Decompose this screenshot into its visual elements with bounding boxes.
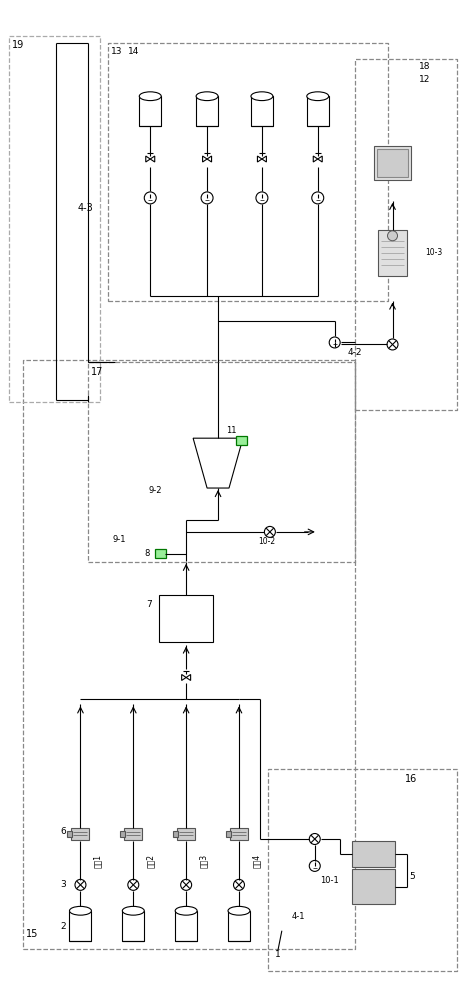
Bar	[352, 869, 395, 904]
Text: 15: 15	[26, 929, 38, 939]
Bar	[122, 911, 144, 941]
Bar	[159, 595, 213, 642]
Text: 4-3: 4-3	[78, 203, 93, 213]
Ellipse shape	[307, 92, 329, 101]
Circle shape	[388, 231, 397, 241]
Ellipse shape	[122, 906, 144, 915]
Text: 9-1: 9-1	[113, 535, 126, 544]
Bar	[175, 911, 197, 941]
Bar	[173, 831, 178, 837]
Ellipse shape	[175, 906, 197, 915]
Text: 13: 13	[111, 47, 123, 56]
Text: 3: 3	[61, 880, 66, 889]
Text: 4-1: 4-1	[292, 912, 305, 921]
Bar	[374, 146, 411, 180]
Text: 通道3: 通道3	[199, 854, 208, 868]
Bar	[70, 911, 92, 941]
Bar	[236, 436, 248, 445]
Bar	[226, 831, 231, 837]
Bar	[177, 828, 195, 840]
Text: 6: 6	[61, 827, 66, 836]
Bar	[155, 549, 166, 558]
Text: 10-3: 10-3	[425, 248, 443, 257]
Text: 9-2: 9-2	[148, 486, 162, 495]
Bar	[120, 831, 125, 837]
Text: 14: 14	[128, 47, 140, 56]
Ellipse shape	[139, 92, 161, 101]
Text: 2: 2	[61, 922, 66, 931]
Text: 8: 8	[145, 549, 150, 558]
Bar	[230, 828, 248, 840]
Text: 4-2: 4-2	[347, 348, 362, 357]
Bar	[307, 96, 329, 126]
Text: 11: 11	[226, 426, 237, 435]
Bar	[352, 841, 395, 867]
Bar	[68, 831, 72, 837]
Ellipse shape	[196, 92, 218, 101]
Text: 17: 17	[92, 367, 104, 377]
Text: 5: 5	[410, 872, 415, 881]
Polygon shape	[193, 438, 243, 488]
Bar	[196, 96, 218, 126]
Ellipse shape	[251, 92, 273, 101]
Ellipse shape	[228, 906, 250, 915]
Text: 16: 16	[404, 774, 417, 784]
Text: 通道2: 通道2	[146, 854, 155, 868]
Bar	[124, 828, 142, 840]
Bar	[71, 828, 89, 840]
Bar	[251, 96, 273, 126]
Text: 12: 12	[419, 75, 431, 84]
Text: 18: 18	[419, 62, 431, 71]
Bar	[228, 911, 250, 941]
Bar	[378, 230, 408, 276]
Text: 10-1: 10-1	[320, 876, 339, 885]
Text: 19: 19	[12, 40, 24, 50]
Text: 通道4: 通道4	[252, 854, 261, 868]
Bar	[139, 96, 161, 126]
Text: 7: 7	[147, 600, 152, 609]
Text: 1: 1	[275, 950, 281, 959]
Text: 通道1: 通道1	[93, 854, 102, 868]
Ellipse shape	[70, 906, 92, 915]
Bar	[376, 149, 409, 177]
Text: 10-2: 10-2	[258, 537, 275, 546]
